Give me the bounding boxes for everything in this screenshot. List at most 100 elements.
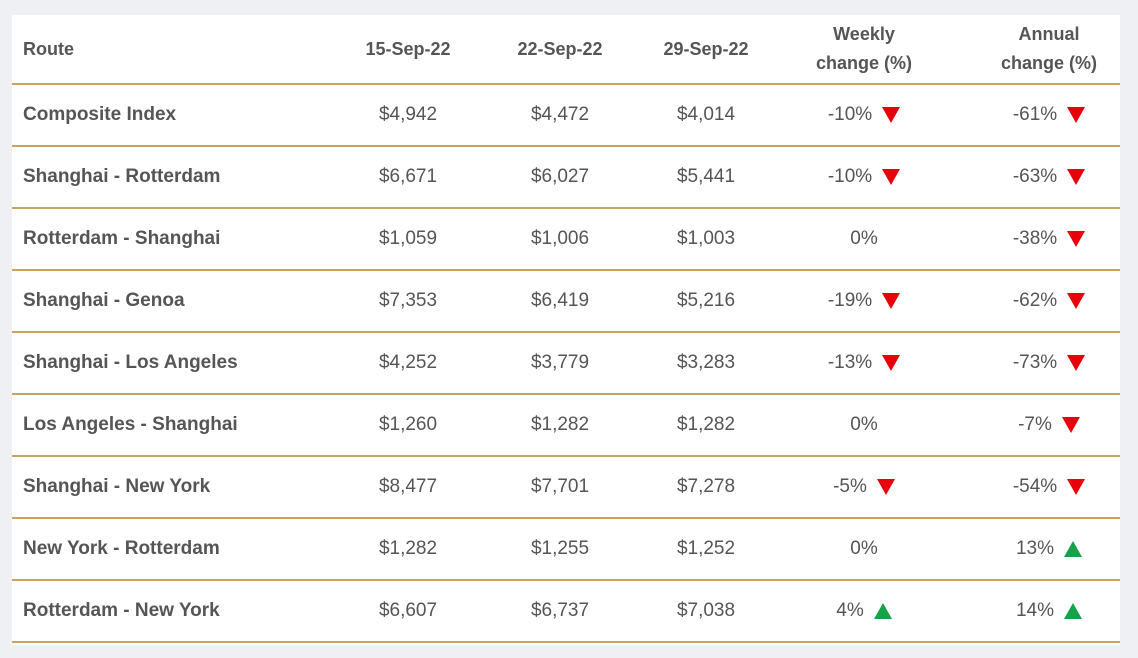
value-cell: $3,283 [634, 333, 778, 393]
value-cell: -73% [950, 333, 1120, 393]
table-row: Shanghai - Los Angeles $4,252 $3,779 $3,283… [12, 333, 1120, 395]
value-cell: $6,027 [486, 147, 634, 207]
header-text: Weekly change (%) [815, 24, 912, 73]
cell-text: 0% [850, 414, 878, 435]
cell-text: $7,278 [676, 476, 736, 497]
cell-text: $1,252 [676, 538, 736, 559]
table-row: Rotterdam - New York $6,607 $6,737 $7,038 4%… [12, 581, 1120, 643]
header-cell: 15-Sep-22 [330, 15, 486, 83]
value-cell: $4,942 [330, 85, 486, 145]
cell-text: -61% [1012, 104, 1058, 125]
cell-text: $1,282 [676, 414, 736, 435]
cell-text: Composite Index [23, 104, 177, 125]
cell-text: -10% [827, 104, 873, 125]
value-cell: $6,607 [330, 581, 486, 641]
down-arrow [882, 355, 901, 371]
cell-text: $4,252 [378, 352, 438, 373]
table-row: Shanghai - Rotterdam $6,671 $6,027 $5,441 -1… [12, 147, 1120, 209]
header-cell: Route [12, 15, 330, 83]
header-text: 15-Sep-22 [365, 38, 451, 59]
cell-text: -62% [1012, 290, 1058, 311]
cell-text: $6,671 [378, 166, 438, 187]
value-cell: $3,779 [486, 333, 634, 393]
down-arrow [1067, 231, 1086, 247]
cell-text: Shanghai - Genoa [23, 290, 185, 311]
cell-text: -13% [827, 352, 873, 373]
cell-text: Shanghai - New York [23, 476, 211, 497]
table-row: Composite Index $4,942 $4,472 $4,014 -10% -61… [12, 85, 1120, 147]
value-cell: 0% [778, 395, 950, 455]
cell-text: $5,216 [676, 290, 736, 311]
cell-text: 0% [850, 228, 878, 249]
value-cell: -13% [778, 333, 950, 393]
value-cell: $8,477 [330, 457, 486, 517]
value-cell: $4,472 [486, 85, 634, 145]
value-cell: $5,441 [634, 147, 778, 207]
cell-text: -19% [827, 290, 873, 311]
value-cell: $1,255 [486, 519, 634, 579]
up-arrow [873, 603, 892, 619]
cell-text: $1,255 [530, 538, 590, 559]
route-cell: Shanghai - Genoa [12, 271, 330, 331]
cell-text: $1,282 [378, 538, 438, 559]
header-text: Route [23, 38, 74, 59]
cell-text: 13% [1015, 538, 1055, 559]
value-cell: -7% [950, 395, 1120, 455]
route-cell: Los Angeles - Shanghai [12, 395, 330, 455]
cell-text: $1,059 [378, 228, 438, 249]
value-cell: $1,282 [486, 395, 634, 455]
cell-text: $7,701 [530, 476, 590, 497]
header-row: Route 15-Sep-22 22-Sep-22 29-Sep-22 Weekly c… [12, 15, 1120, 85]
down-arrow [1067, 169, 1086, 185]
header-cell: Weekly change (%) [778, 15, 950, 83]
value-cell: -61% [950, 85, 1120, 145]
cell-text: $4,472 [530, 104, 590, 125]
value-cell: -10% [778, 147, 950, 207]
cell-text: $1,282 [530, 414, 590, 435]
cell-text: -63% [1012, 166, 1058, 187]
value-cell: $6,671 [330, 147, 486, 207]
value-cell: 14% [950, 581, 1120, 641]
route-cell: New York - Rotterdam [12, 519, 330, 579]
value-cell: -63% [950, 147, 1120, 207]
cell-text: $1,260 [378, 414, 438, 435]
up-arrow [1064, 541, 1083, 557]
value-cell: $1,260 [330, 395, 486, 455]
cell-text: $6,419 [530, 290, 590, 311]
cell-text: $1,006 [530, 228, 590, 249]
cell-text: Shanghai - Rotterdam [23, 166, 221, 187]
value-cell: $1,252 [634, 519, 778, 579]
cell-text: -54% [1012, 476, 1058, 497]
header-text: 22-Sep-22 [517, 38, 603, 59]
route-cell: Composite Index [12, 85, 330, 145]
cell-text: $6,737 [530, 600, 590, 621]
value-cell: $7,353 [330, 271, 486, 331]
header-text: Annual change (%) [1000, 24, 1097, 73]
route-cell: Rotterdam - New York [12, 581, 330, 641]
table-row: Los Angeles - Shanghai $1,260 $1,282 $1,282… [12, 395, 1120, 457]
header-cell: 29-Sep-22 [634, 15, 778, 83]
cell-text: New York - Rotterdam [23, 538, 220, 559]
cell-text: $3,779 [530, 352, 590, 373]
table-row: New York - Rotterdam $1,282 $1,255 $1,252 0%… [12, 519, 1120, 581]
value-cell: 0% [778, 209, 950, 269]
down-arrow [1067, 355, 1086, 371]
cell-text: 4% [836, 600, 864, 621]
cell-text: Los Angeles - Shanghai [23, 414, 238, 435]
value-cell: $1,003 [634, 209, 778, 269]
value-cell: $1,282 [634, 395, 778, 455]
value-cell: $4,014 [634, 85, 778, 145]
table-row: Shanghai - New York $8,477 $7,701 $7,278 -5%… [12, 457, 1120, 519]
cell-text: $6,027 [530, 166, 590, 187]
table-row: Shanghai - Genoa $7,353 $6,419 $5,216 -19% -6… [12, 271, 1120, 333]
cell-text: $7,353 [378, 290, 438, 311]
up-arrow [1064, 603, 1083, 619]
down-arrow [882, 107, 901, 123]
cell-text: -10% [827, 166, 873, 187]
value-cell: $7,701 [486, 457, 634, 517]
value-cell: $1,006 [486, 209, 634, 269]
route-cell: Shanghai - New York [12, 457, 330, 517]
down-arrow [876, 479, 895, 495]
value-cell: -38% [950, 209, 1120, 269]
